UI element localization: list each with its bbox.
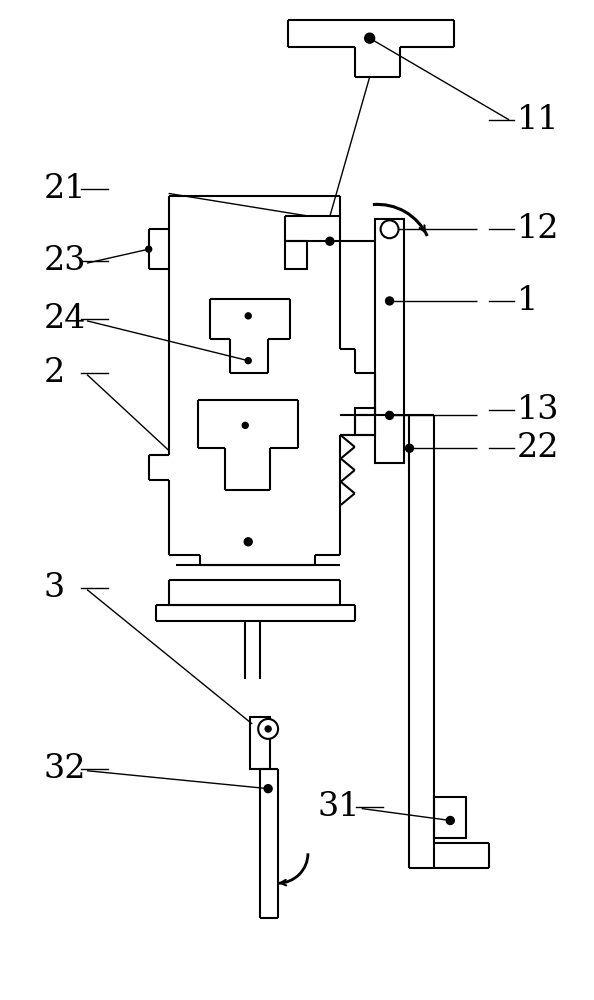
Text: 3: 3 — [43, 572, 64, 604]
Circle shape — [265, 726, 271, 732]
Text: 1: 1 — [517, 285, 538, 317]
Text: 24: 24 — [43, 303, 86, 335]
Circle shape — [245, 313, 251, 319]
Text: 12: 12 — [517, 213, 560, 245]
Circle shape — [446, 817, 454, 824]
Circle shape — [245, 358, 251, 364]
Circle shape — [146, 246, 151, 252]
Text: 13: 13 — [517, 394, 560, 426]
Circle shape — [406, 444, 413, 452]
Bar — [250, 717, 270, 769]
Circle shape — [264, 785, 272, 793]
Text: 31: 31 — [318, 791, 361, 823]
Text: 23: 23 — [43, 245, 86, 277]
Text: 21: 21 — [43, 173, 86, 205]
Bar — [375, 219, 405, 463]
Text: 22: 22 — [517, 432, 560, 464]
Circle shape — [244, 538, 252, 546]
Circle shape — [381, 220, 399, 238]
Bar — [285, 241, 307, 269]
Circle shape — [258, 719, 278, 739]
Text: 32: 32 — [43, 753, 86, 785]
Bar — [434, 797, 466, 838]
Circle shape — [326, 237, 334, 245]
Circle shape — [386, 411, 394, 419]
Circle shape — [365, 33, 375, 43]
Circle shape — [242, 422, 248, 428]
Circle shape — [386, 297, 394, 305]
Bar — [355, 408, 375, 435]
Text: 2: 2 — [43, 357, 64, 389]
Text: 11: 11 — [517, 104, 560, 136]
